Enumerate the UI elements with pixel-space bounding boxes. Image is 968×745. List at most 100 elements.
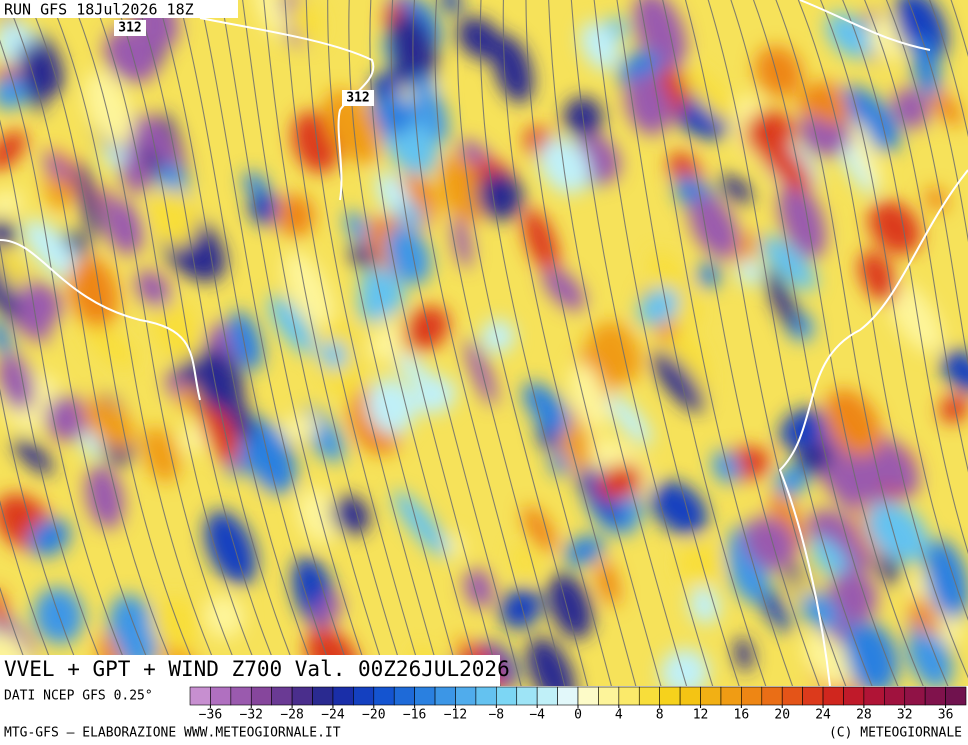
vvel-blob	[85, 320, 135, 368]
streamline	[525, 0, 662, 686]
vvel-blob	[829, 570, 878, 624]
vvel-blob	[275, 193, 315, 237]
vvel-blob	[939, 394, 968, 423]
vvel-blob	[522, 505, 557, 553]
colorbar-swatch	[536, 686, 558, 706]
vvel-blob	[28, 518, 71, 557]
streamline	[929, 0, 968, 138]
colorbar-tick-label: 12	[693, 708, 709, 723]
colorbar-swatch	[638, 686, 660, 706]
streamline	[730, 0, 899, 686]
colorbar-swatch	[271, 686, 293, 706]
colorbar-swatch	[904, 686, 926, 706]
colorbar-tick-label: 4	[615, 708, 623, 723]
streamline	[662, 0, 820, 686]
vvel-blob	[402, 306, 450, 352]
colorbar-tick-label: −20	[362, 708, 385, 723]
colorbar-tick-label: −8	[488, 708, 504, 723]
vvel-blob	[681, 65, 737, 123]
streamline	[707, 0, 873, 686]
colorbar-swatch	[618, 686, 640, 706]
streamline	[502, 0, 637, 686]
colorbar: −36 −32 −28 −24 −20 −16 −12 −8 −4 0 4 8 12 16 20 24 28 32…	[189, 686, 967, 723]
wind-streamlines	[0, 0, 968, 686]
vvel-blob	[313, 595, 343, 626]
vvel-blob	[660, 648, 710, 686]
vvel-blob	[624, 74, 672, 135]
vvel-blob	[911, 36, 941, 99]
colorbar-swatch	[802, 686, 824, 706]
vvel-blob	[274, 415, 320, 442]
contour-label: 312	[346, 91, 369, 106]
data-source: DATI NCEP GFS 0.25°	[4, 689, 153, 704]
vvel-blob	[941, 349, 968, 393]
vvel-blob	[796, 441, 832, 475]
contour-label-bg	[114, 20, 146, 36]
vvel-blob	[119, 156, 152, 194]
vvel-blob	[13, 282, 62, 330]
vvel-blob	[104, 27, 160, 84]
streamline	[842, 0, 968, 555]
map: 312 312 RUN GFS 18Jul2026 18Z VVEL + GPT…	[0, 0, 968, 686]
vvel-blob	[367, 377, 416, 435]
vvel-blob	[457, 16, 503, 60]
colorbar-tick-label: 20	[774, 708, 790, 723]
vvel-blob	[151, 597, 202, 651]
colorbar-swatch	[414, 686, 436, 706]
streamline	[93, 0, 266, 686]
vvel-blob	[141, 426, 180, 483]
streamline	[199, 0, 356, 686]
vvel-blob	[743, 516, 797, 571]
vvel-blob	[268, 295, 316, 355]
colorbar-swatch	[210, 686, 232, 706]
vvel-blob	[924, 539, 968, 620]
vvel-blob	[393, 491, 449, 557]
vvel-blob	[465, 339, 497, 406]
vvel-blob	[412, 376, 457, 414]
footer-right: (C) METEOGIORNALE	[829, 726, 962, 741]
map-label: VVEL + GPT + WIND Z700 Val. 00Z26JUL2026	[4, 657, 510, 681]
colorbar-swatch	[353, 686, 375, 706]
colorbar-tick-label: −24	[321, 708, 345, 723]
vvel-blob	[765, 268, 800, 333]
streamline	[456, 0, 589, 686]
vvel-blob	[369, 71, 402, 101]
vvel-blob	[563, 535, 605, 567]
colorbar-swatch	[250, 686, 272, 706]
vvel-blob	[82, 398, 136, 450]
colorbar-swatch	[822, 686, 844, 706]
streamline	[752, 0, 924, 686]
streamline	[684, 0, 847, 686]
streamline	[548, 0, 688, 686]
footer-left: MTG-GFS — ELABORAZIONE WWW.METEOGIORNALE…	[4, 726, 341, 741]
vvel-blob	[452, 215, 472, 269]
vvel-blob	[720, 174, 753, 204]
vvel-blob	[526, 637, 576, 686]
colorbar-swatch	[312, 686, 334, 706]
vvel-blob	[760, 235, 818, 291]
vvel-blob	[32, 375, 60, 404]
streamline	[242, 0, 391, 686]
gpt-contour	[199, 17, 375, 201]
streamline	[305, 0, 444, 686]
colorbar-swatch	[720, 686, 742, 706]
streamline	[479, 0, 612, 686]
vvel-blob	[689, 194, 740, 259]
colorbar-swatch	[496, 686, 518, 706]
vvel-blob	[18, 41, 46, 109]
vvel-blob	[769, 490, 805, 553]
streamline	[570, 0, 714, 686]
vvel-blob	[296, 488, 341, 543]
streamline	[390, 0, 522, 686]
vvel-blob	[319, 341, 348, 369]
gpt-contour	[778, 169, 968, 686]
streamline	[263, 0, 408, 686]
vvel-blob	[542, 267, 586, 311]
vvel-blob	[148, 188, 198, 247]
vvel-blob	[75, 160, 101, 239]
streamline	[0, 388, 87, 686]
streamline	[863, 0, 968, 473]
vvel-blob	[85, 464, 124, 529]
vvel-blob	[778, 182, 827, 259]
